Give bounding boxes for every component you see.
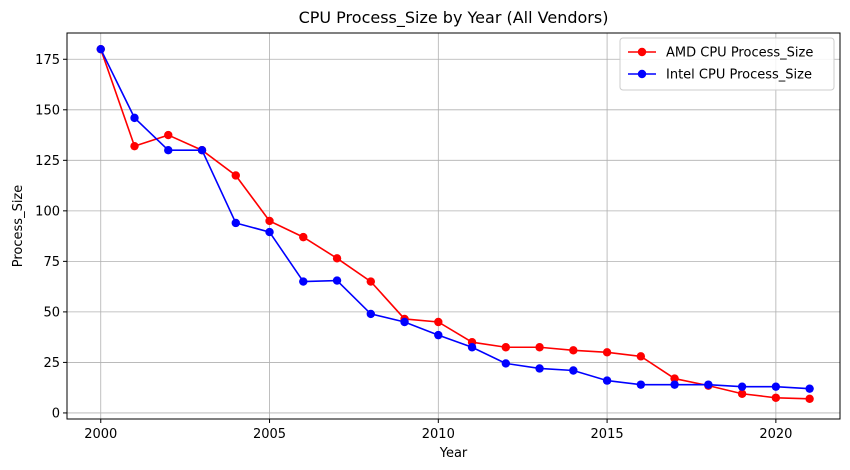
series-intel xyxy=(96,44,814,393)
data-point xyxy=(535,343,544,352)
data-point xyxy=(805,394,814,403)
data-point xyxy=(636,352,646,361)
data-point xyxy=(602,348,612,357)
data-point xyxy=(231,171,240,180)
data-point xyxy=(501,359,511,368)
data-point xyxy=(704,380,713,389)
grid-lines xyxy=(67,33,840,419)
data-point xyxy=(434,317,443,327)
data-point xyxy=(602,376,612,385)
legend-marker xyxy=(637,47,647,57)
data-point xyxy=(197,146,207,155)
data-point xyxy=(231,218,240,228)
x-axis: 2000 2005 2010 2015 2020 xyxy=(84,419,792,442)
data-point xyxy=(434,330,443,340)
y-tick-label: 100 xyxy=(35,204,60,219)
data-point xyxy=(265,227,274,237)
data-point xyxy=(771,393,781,402)
data-point xyxy=(299,232,308,242)
data-point xyxy=(670,380,679,389)
data-point xyxy=(569,346,578,355)
data-point xyxy=(96,44,105,54)
series-line xyxy=(100,48,810,390)
legend-box xyxy=(619,37,835,91)
y-axis-label: Process_Size xyxy=(11,185,26,268)
data-point xyxy=(501,343,511,352)
data-point xyxy=(737,382,747,391)
data-point xyxy=(164,130,173,140)
legend-marker xyxy=(637,69,647,79)
y-tick-label: 50 xyxy=(43,305,60,320)
legend-label: Intel CPU Process_Size xyxy=(666,68,812,83)
data-point xyxy=(569,366,578,375)
data-point xyxy=(366,277,375,286)
y-axis: 0 25 50 75 100 125 150 175 xyxy=(35,53,67,421)
y-tick-label: 175 xyxy=(35,53,60,68)
data-point xyxy=(130,141,139,151)
data-point xyxy=(400,317,409,327)
x-tick-label: 2020 xyxy=(759,427,792,442)
data-point xyxy=(670,374,679,383)
y-tick-label: 125 xyxy=(35,154,60,169)
y-tick-label: 75 xyxy=(43,255,60,270)
y-tick-label: 25 xyxy=(43,356,60,371)
legend-label: AMD CPU Process_Size xyxy=(666,46,813,61)
data-point xyxy=(299,277,308,286)
data-point xyxy=(366,309,375,319)
data-point xyxy=(332,254,342,263)
legend-item: AMD CPU Process_Size xyxy=(628,46,813,61)
legend: AMD CPU Process_Size Intel CPU Process_Si… xyxy=(619,37,835,91)
data-point xyxy=(130,113,139,123)
x-axis-label: Year xyxy=(439,446,468,461)
x-tick-label: 2015 xyxy=(591,427,624,442)
data-point xyxy=(771,382,781,391)
data-point xyxy=(164,146,173,155)
data-point xyxy=(332,276,342,285)
x-tick-label: 2005 xyxy=(253,427,286,442)
chart-title: CPU Process_Size by Year (All Vendors) xyxy=(299,8,609,28)
data-point xyxy=(265,216,274,226)
y-tick-label: 0 xyxy=(52,406,60,421)
data-point xyxy=(535,364,544,373)
data-point xyxy=(636,380,646,389)
series-layer xyxy=(96,44,814,403)
y-tick-label: 150 xyxy=(35,103,60,118)
plot-area-frame xyxy=(66,32,841,420)
data-point xyxy=(737,389,747,398)
data-point xyxy=(467,343,477,352)
series-line xyxy=(99,48,810,400)
legend-item: Intel CPU Process_Size xyxy=(628,68,812,83)
x-tick-label: 2000 xyxy=(84,427,117,442)
data-point xyxy=(805,384,814,393)
x-tick-label: 2010 xyxy=(422,427,455,442)
